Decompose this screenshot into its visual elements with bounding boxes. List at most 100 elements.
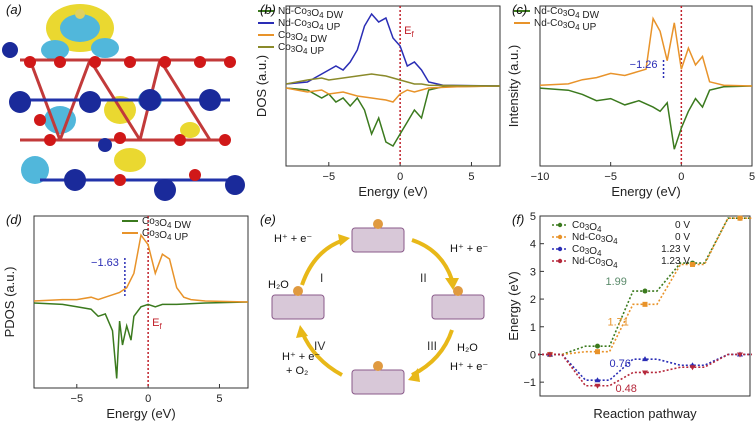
annotation-value: −1.26 <box>630 59 658 71</box>
fermi-label: Ef <box>152 317 162 331</box>
step-IV: IV <box>314 339 325 353</box>
legend-marker <box>557 234 563 240</box>
series-line-3 <box>285 73 501 87</box>
x-tick-label: −10 <box>531 171 550 183</box>
panel-b: Energy (eV) DOS (a.u.) −5 0 5 Ef Nd-Co3O4 DW Nd… <box>252 0 504 210</box>
label-right-water: H₂O <box>457 342 478 354</box>
legend-marker <box>557 246 563 252</box>
x-tick-label: 0 <box>145 393 151 405</box>
series-point <box>642 356 648 362</box>
step-I: I <box>320 271 323 285</box>
series-point <box>737 352 743 358</box>
x-axis-label: Energy (eV) <box>106 406 175 421</box>
label-top-left: H⁺ + e⁻ <box>274 233 312 245</box>
legend-entry: Co3O4 UP <box>142 228 188 243</box>
energy-annotation: 1.99 <box>606 276 627 288</box>
y-tick-label: 4 <box>530 239 536 251</box>
series-point <box>595 349 600 355</box>
label-bottom-left-2: + O₂ <box>286 365 308 377</box>
label-bottom-left-1: H⁺ + e⁻ <box>282 351 320 363</box>
label-left-water: H₂O <box>268 279 289 291</box>
energy-annotation: 0.76 <box>610 358 631 370</box>
series-line-2 <box>538 353 752 382</box>
step-III: III <box>427 339 437 353</box>
series-point <box>547 352 553 358</box>
chart-c: Energy (eV) Intensity (a.u.) −10 −5 0 5 −1.26 N… <box>506 5 755 199</box>
panel-label-c: (c) <box>512 2 528 17</box>
series-point <box>642 288 648 294</box>
series-line-2 <box>285 85 501 103</box>
legend-entry: Nd-Co3O4 DW <box>534 6 600 21</box>
y-axis-label: PDOS (a.u.) <box>2 267 17 338</box>
y-axis-label: Intensity (a.u.) <box>506 45 521 127</box>
slab-left <box>271 286 325 320</box>
y-tick-label: 5 <box>530 211 536 223</box>
series-line-1 <box>285 12 501 87</box>
panel-e: I II III IV H⁺ + e⁻ H⁺ + e⁻ H₂O H₂O H⁺ +… <box>252 210 504 431</box>
annotation-value: −1.63 <box>91 257 119 269</box>
series-line-1 <box>538 217 752 356</box>
slab-right <box>431 286 485 320</box>
x-tick-label: −5 <box>71 393 84 405</box>
x-tick-label: 5 <box>216 393 222 405</box>
chart-f: 5 4 3 2 1 0 −1 Reaction pathway Energy (eV) 1.99 1… <box>506 211 752 421</box>
legend-entry: Nd-Co3O4 <box>572 256 618 270</box>
y-tick-label: 1 <box>530 322 536 334</box>
legend-entry: Co3O4 DW <box>278 30 327 45</box>
series-point <box>594 377 601 383</box>
legend-marker <box>557 222 563 228</box>
series-line-0 <box>538 217 752 356</box>
series-line-1 <box>33 233 249 303</box>
legend-entry: Nd-Co3O4 UP <box>278 18 341 33</box>
series-point <box>594 383 601 389</box>
y-axis-label: DOS (a.u.) <box>254 55 269 117</box>
legend-potential: 1.23 V <box>661 244 690 255</box>
y-tick-label: −1 <box>523 377 536 389</box>
legend-entry: Co3O4 DW <box>142 216 191 231</box>
legend-potential: 1.23 V <box>661 256 690 267</box>
panel-a: (a) <box>0 0 250 210</box>
label-bottom-right: H⁺ + e⁻ <box>450 361 488 373</box>
series-point <box>642 301 648 307</box>
series-point <box>642 370 648 376</box>
energy-annotation: 0.48 <box>616 383 637 395</box>
panel-f: 5 4 3 2 1 0 −1 Reaction pathway Energy (eV) 1.99 1… <box>504 210 756 431</box>
panel-label-f: (f) <box>512 212 525 227</box>
legend-entry: Nd-Co3O4 DW <box>278 6 344 21</box>
energy-annotation: 1.71 <box>608 316 629 328</box>
x-axis-label: Energy (eV) <box>358 184 427 199</box>
oer-mechanism-diagram: I II III IV H⁺ + e⁻ H⁺ + e⁻ H₂O H₂O H⁺ +… <box>268 219 488 395</box>
panel-d: Energy (eV) PDOS (a.u.) −5 0 5 Ef −1.63 Co3O4 D… <box>0 210 252 431</box>
x-tick-label: −5 <box>604 171 617 183</box>
series-point <box>690 261 695 267</box>
legend-potential: 0 V <box>675 232 690 243</box>
legend-entry: Nd-Co3O4 <box>572 232 618 246</box>
x-axis-label: Energy (eV) <box>611 184 680 199</box>
series-line-0 <box>285 85 501 148</box>
series-point <box>689 365 696 371</box>
series-line-0 <box>539 85 753 150</box>
x-tick-label: 5 <box>749 171 755 183</box>
fermi-label: Ef <box>404 25 414 39</box>
legend-entry: Co3O4 <box>572 244 602 258</box>
panel-label-e: (e) <box>260 212 276 227</box>
panel-label-b: (b) <box>260 2 276 17</box>
panel-label-d: (d) <box>6 212 22 227</box>
series-line-0 <box>33 301 249 379</box>
legend-entry: Co3O4 UP <box>278 42 324 57</box>
x-tick-label: 0 <box>678 171 684 183</box>
panel-label-a: (a) <box>6 2 22 17</box>
structure-image <box>0 0 250 210</box>
x-tick-label: 5 <box>468 171 474 183</box>
slab-bottom <box>351 361 405 395</box>
y-axis-label: Energy (eV) <box>506 271 521 340</box>
legend-marker <box>557 258 563 264</box>
y-tick-label: 3 <box>530 266 536 278</box>
legend-potential: 0 V <box>675 220 690 231</box>
step-II: II <box>420 271 427 285</box>
label-top-right: H⁺ + e⁻ <box>450 243 488 255</box>
series-line-1 <box>539 16 753 87</box>
legend-entry: Co3O4 <box>572 220 602 234</box>
panel-c: Energy (eV) Intensity (a.u.) −10 −5 0 5 −1.26 N… <box>504 0 756 210</box>
x-tick-label: −5 <box>323 171 336 183</box>
